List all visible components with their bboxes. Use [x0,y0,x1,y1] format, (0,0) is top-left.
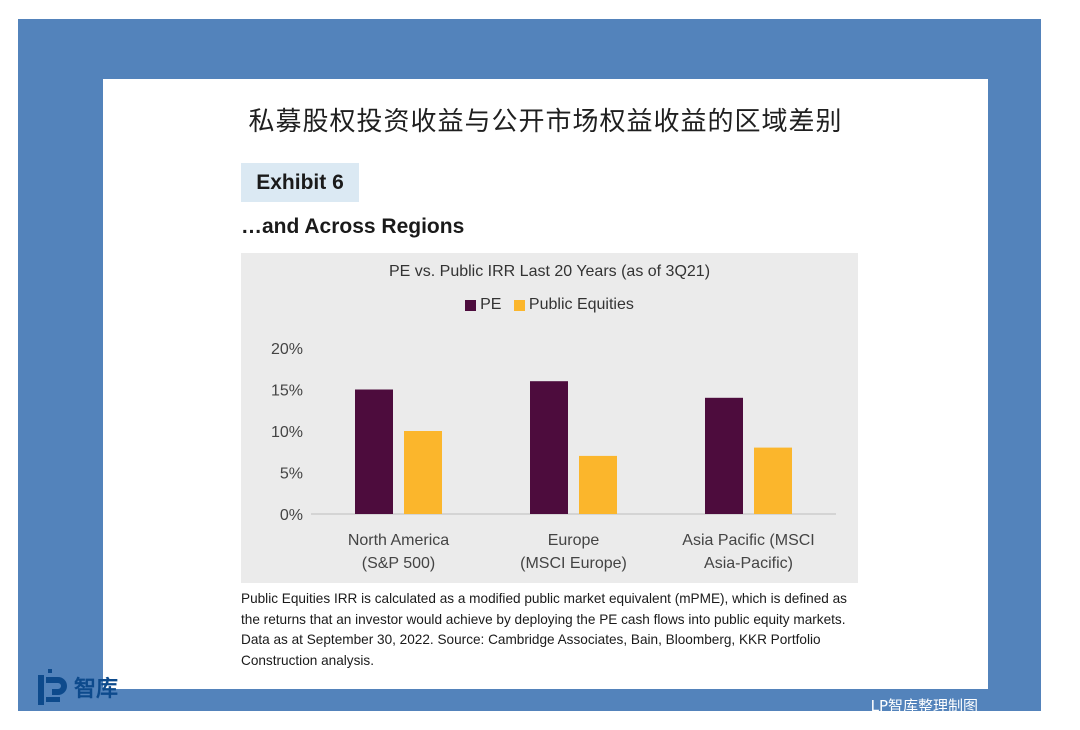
legend-item-pe: PE [465,296,501,314]
x-tick-label: (S&P 500) [362,555,436,572]
page-title: 私募股权投资收益与公开市场权益收益的区域差别 [248,107,843,137]
legend-item-public-equities: Public Equities [513,296,634,314]
background-frame: 私募股权投资收益与公开市场权益收益的区域差别 Exhibit 6 …and Ac… [18,19,1041,715]
y-tick-label: 15% [271,383,303,400]
logo: 智库 [36,665,118,709]
legend: PE Public Equities [241,296,858,316]
x-tick-label: Asia Pacific (MSCI [682,532,814,549]
chart-plot: 0% 5% 10% 15% 20% North America (S&P 500) Europ… [271,341,836,572]
legend-label-public-equities: Public Equities [528,296,634,313]
chart-subtitle: …and Across Regions [241,215,465,238]
y-tick-label: 5% [280,466,303,483]
x-tick-label: (MSCI Europe) [520,555,627,572]
legend-swatch-pe [465,299,477,311]
bar-pe [355,389,393,514]
exhibit-label: Exhibit 6 [241,163,359,202]
credit-text: LP智库整理制图 [870,697,978,715]
x-tick-label: North America [348,532,449,549]
chart: PE vs. Public IRR Last 20 Years (as of 3… [241,253,858,583]
legend-label-pe: PE [480,296,502,313]
bar-pe [705,397,743,514]
y-tick-label: 10% [271,424,303,441]
bar-public-equities [754,447,792,514]
x-tick-label: Asia-Pacific) [704,555,793,572]
bar-public-equities [404,431,442,514]
x-tick-label: Europe [548,532,600,549]
content-panel: 私募股权投资收益与公开市场权益收益的区域差别 Exhibit 6 …and Ac… [103,79,988,689]
footnote: Public Equities IRR is calculated as a m… [241,591,847,668]
legend-swatch-public-equities [513,299,525,311]
y-tick-label: 0% [280,507,303,524]
y-tick-label: 20% [271,341,303,358]
lp-logo-icon [38,669,67,705]
chart-title: PE vs. Public IRR Last 20 Years (as of 3… [388,263,711,280]
bar-pe [530,381,568,514]
logo-text: 智库 [74,677,119,702]
bar-public-equities [579,455,617,514]
